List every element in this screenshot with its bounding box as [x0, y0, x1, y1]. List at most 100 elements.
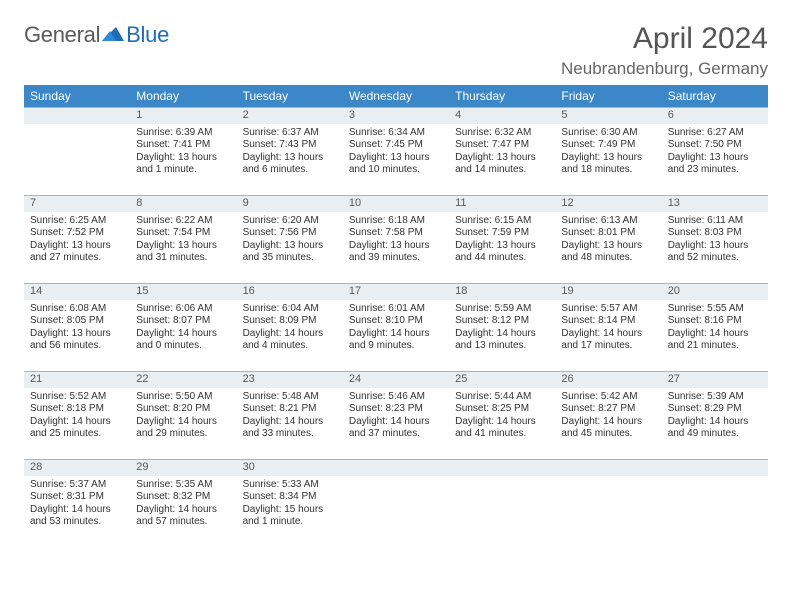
daylight-line: Daylight: 13 hours and 10 minutes. — [349, 152, 443, 177]
sunset-line: Sunset: 7:47 PM — [455, 139, 549, 152]
sunrise-line: Sunrise: 6:34 AM — [349, 127, 443, 140]
day-body-cell: Sunrise: 5:44 AMSunset: 8:25 PMDaylight:… — [449, 388, 555, 460]
sunrise-line: Sunrise: 5:55 AM — [668, 303, 762, 316]
day-body-cell: Sunrise: 6:34 AMSunset: 7:45 PMDaylight:… — [343, 124, 449, 196]
sunset-line: Sunset: 8:16 PM — [668, 315, 762, 328]
sunset-line: Sunset: 8:07 PM — [136, 315, 230, 328]
day-body-cell: Sunrise: 6:11 AMSunset: 8:03 PMDaylight:… — [662, 212, 768, 284]
sunset-line: Sunset: 8:34 PM — [243, 491, 337, 504]
sunset-line: Sunset: 8:21 PM — [243, 403, 337, 416]
day-number: 28 — [30, 461, 42, 473]
sunset-line: Sunset: 7:41 PM — [136, 139, 230, 152]
day-number: 9 — [243, 197, 249, 209]
day-body-cell — [555, 476, 661, 548]
day-number: 6 — [668, 109, 674, 121]
day-number-row: 21222324252627 — [24, 372, 768, 388]
day-number-cell: 17 — [343, 284, 449, 300]
sunrise-line: Sunrise: 6:06 AM — [136, 303, 230, 316]
day-number-cell: 5 — [555, 108, 661, 124]
daylight-line: Daylight: 13 hours and 23 minutes. — [668, 152, 762, 177]
daylight-line: Daylight: 13 hours and 48 minutes. — [561, 240, 655, 265]
daylight-line: Daylight: 14 hours and 25 minutes. — [30, 416, 124, 441]
daylight-line: Daylight: 14 hours and 21 minutes. — [668, 328, 762, 353]
weekday-header: Monday — [130, 85, 236, 108]
sunset-line: Sunset: 7:52 PM — [30, 227, 124, 240]
day-body-cell: Sunrise: 6:08 AMSunset: 8:05 PMDaylight:… — [24, 300, 130, 372]
daylight-line: Daylight: 14 hours and 57 minutes. — [136, 504, 230, 529]
day-number: 10 — [349, 197, 361, 209]
weekday-header: Wednesday — [343, 85, 449, 108]
sunset-line: Sunset: 8:29 PM — [668, 403, 762, 416]
weekday-header: Saturday — [662, 85, 768, 108]
header: General Blue April 2024 Neubrandenburg, … — [24, 22, 768, 79]
day-body-cell: Sunrise: 6:15 AMSunset: 7:59 PMDaylight:… — [449, 212, 555, 284]
sunrise-line: Sunrise: 6:15 AM — [455, 215, 549, 228]
weekday-header: Thursday — [449, 85, 555, 108]
daylight-line: Daylight: 13 hours and 35 minutes. — [243, 240, 337, 265]
sunset-line: Sunset: 8:31 PM — [30, 491, 124, 504]
location: Neubrandenburg, Germany — [561, 59, 768, 79]
day-body-cell: Sunrise: 5:35 AMSunset: 8:32 PMDaylight:… — [130, 476, 236, 548]
day-body-row: Sunrise: 5:52 AMSunset: 8:18 PMDaylight:… — [24, 388, 768, 460]
daylight-line: Daylight: 13 hours and 52 minutes. — [668, 240, 762, 265]
sunset-line: Sunset: 8:32 PM — [136, 491, 230, 504]
day-number: 14 — [30, 285, 42, 297]
day-number-cell: 13 — [662, 196, 768, 212]
sunset-line: Sunset: 8:05 PM — [30, 315, 124, 328]
day-number-cell: 23 — [237, 372, 343, 388]
daylight-line: Daylight: 13 hours and 31 minutes. — [136, 240, 230, 265]
day-body-cell: Sunrise: 5:33 AMSunset: 8:34 PMDaylight:… — [237, 476, 343, 548]
logo-word-2: Blue — [126, 22, 169, 48]
day-number-cell: 8 — [130, 196, 236, 212]
day-body-cell: Sunrise: 6:01 AMSunset: 8:10 PMDaylight:… — [343, 300, 449, 372]
day-body-cell: Sunrise: 6:22 AMSunset: 7:54 PMDaylight:… — [130, 212, 236, 284]
day-number: 27 — [668, 373, 680, 385]
sunrise-line: Sunrise: 6:22 AM — [136, 215, 230, 228]
day-number-cell: 22 — [130, 372, 236, 388]
daylight-line: Daylight: 14 hours and 33 minutes. — [243, 416, 337, 441]
day-body-cell: Sunrise: 6:20 AMSunset: 7:56 PMDaylight:… — [237, 212, 343, 284]
day-number-cell: 11 — [449, 196, 555, 212]
day-number: 24 — [349, 373, 361, 385]
day-number: 7 — [30, 197, 36, 209]
day-number: 5 — [561, 109, 567, 121]
day-number-row: 282930 — [24, 460, 768, 476]
sunset-line: Sunset: 8:01 PM — [561, 227, 655, 240]
sunrise-line: Sunrise: 6:04 AM — [243, 303, 337, 316]
day-number: 11 — [455, 197, 466, 209]
day-body-cell: Sunrise: 6:37 AMSunset: 7:43 PMDaylight:… — [237, 124, 343, 196]
sunrise-line: Sunrise: 5:50 AM — [136, 391, 230, 404]
day-number-cell: 15 — [130, 284, 236, 300]
day-body-cell: Sunrise: 6:27 AMSunset: 7:50 PMDaylight:… — [662, 124, 768, 196]
sunrise-line: Sunrise: 6:13 AM — [561, 215, 655, 228]
day-number-row: 78910111213 — [24, 196, 768, 212]
sunrise-line: Sunrise: 6:39 AM — [136, 127, 230, 140]
sunset-line: Sunset: 7:59 PM — [455, 227, 549, 240]
day-number-cell: 2 — [237, 108, 343, 124]
day-number-cell: 16 — [237, 284, 343, 300]
sunset-line: Sunset: 7:58 PM — [349, 227, 443, 240]
day-body-cell — [449, 476, 555, 548]
day-body-cell: Sunrise: 5:52 AMSunset: 8:18 PMDaylight:… — [24, 388, 130, 460]
sunrise-line: Sunrise: 6:32 AM — [455, 127, 549, 140]
sunrise-line: Sunrise: 5:57 AM — [561, 303, 655, 316]
sunrise-line: Sunrise: 6:11 AM — [668, 215, 762, 228]
sunrise-line: Sunrise: 6:18 AM — [349, 215, 443, 228]
day-body-cell: Sunrise: 5:46 AMSunset: 8:23 PMDaylight:… — [343, 388, 449, 460]
daylight-line: Daylight: 13 hours and 39 minutes. — [349, 240, 443, 265]
day-body-row: Sunrise: 5:37 AMSunset: 8:31 PMDaylight:… — [24, 476, 768, 548]
sunrise-line: Sunrise: 6:37 AM — [243, 127, 337, 140]
day-number: 18 — [455, 285, 467, 297]
sunset-line: Sunset: 8:03 PM — [668, 227, 762, 240]
sunrise-line: Sunrise: 6:20 AM — [243, 215, 337, 228]
day-number-cell: 4 — [449, 108, 555, 124]
day-number: 20 — [668, 285, 680, 297]
day-number-cell: 30 — [237, 460, 343, 476]
sunrise-line: Sunrise: 5:44 AM — [455, 391, 549, 404]
day-number: 17 — [349, 285, 361, 297]
day-body-cell: Sunrise: 5:57 AMSunset: 8:14 PMDaylight:… — [555, 300, 661, 372]
day-number-cell: 28 — [24, 460, 130, 476]
day-body-cell: Sunrise: 6:06 AMSunset: 8:07 PMDaylight:… — [130, 300, 236, 372]
day-number-cell: 6 — [662, 108, 768, 124]
day-number: 25 — [455, 373, 467, 385]
